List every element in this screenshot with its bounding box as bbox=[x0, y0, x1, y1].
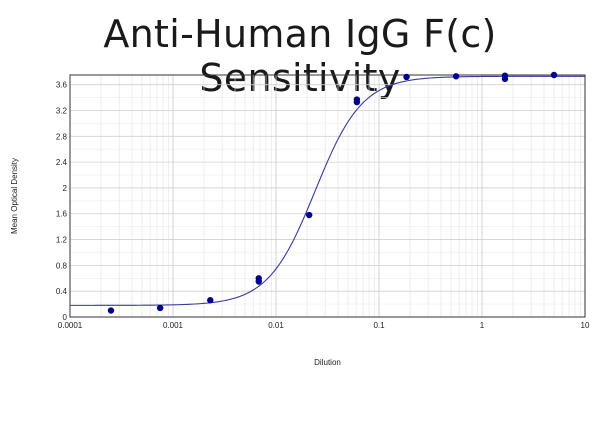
y-tick-label: 0.8 bbox=[56, 261, 68, 270]
y-tick-label: 0.4 bbox=[56, 287, 68, 296]
data-point bbox=[501, 72, 509, 79]
y-tick-label: 2 bbox=[63, 184, 68, 193]
x-tick-label: 10 bbox=[581, 321, 590, 330]
x-tick-label: 0.0001 bbox=[58, 321, 83, 330]
data-point bbox=[255, 275, 262, 282]
y-tick-label: 2.8 bbox=[56, 132, 68, 141]
y-tick-label: 1.2 bbox=[56, 236, 68, 245]
y-tick-label: 0 bbox=[63, 313, 68, 322]
y-axis-title: Mean Optical Density bbox=[10, 158, 19, 234]
data-point bbox=[207, 297, 214, 304]
y-tick-label: 3.6 bbox=[56, 81, 68, 90]
fit-curve bbox=[70, 75, 585, 306]
x-tick-label: 0.001 bbox=[163, 321, 184, 330]
minor-grid-y bbox=[70, 97, 585, 305]
data-point bbox=[156, 304, 164, 312]
y-tick-label: 1.6 bbox=[56, 210, 68, 219]
x-axis-title: Dilution bbox=[314, 358, 341, 367]
major-grid-x bbox=[69, 75, 586, 317]
y-tick-labels: 0 0.4 0.8 1.2 1.6 2 2.4 2.8 3.2 3.6 bbox=[56, 81, 68, 322]
x-tick-label: 1 bbox=[480, 321, 485, 330]
chart-title: Anti-Human IgG F(c) Sensitivity bbox=[103, 12, 497, 100]
data-point bbox=[353, 96, 361, 103]
data-points bbox=[107, 71, 558, 314]
data-point bbox=[107, 307, 115, 314]
x-tick-labels: 0.0001 0.001 0.01 0.1 1 10 bbox=[58, 321, 590, 330]
plot-frame bbox=[69, 74, 586, 318]
x-tick-label: 0.01 bbox=[268, 321, 284, 330]
x-tick-label: 0.1 bbox=[373, 321, 385, 330]
y-tick-label: 3.2 bbox=[56, 106, 68, 115]
data-point bbox=[550, 71, 558, 79]
data-point bbox=[403, 73, 410, 81]
minor-grid-x bbox=[100, 75, 581, 317]
data-point bbox=[305, 211, 313, 219]
y-tick-label: 2.4 bbox=[56, 158, 68, 167]
data-point bbox=[452, 73, 460, 80]
